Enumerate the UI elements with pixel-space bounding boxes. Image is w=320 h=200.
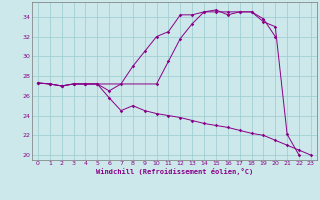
X-axis label: Windchill (Refroidissement éolien,°C): Windchill (Refroidissement éolien,°C) [96, 168, 253, 175]
